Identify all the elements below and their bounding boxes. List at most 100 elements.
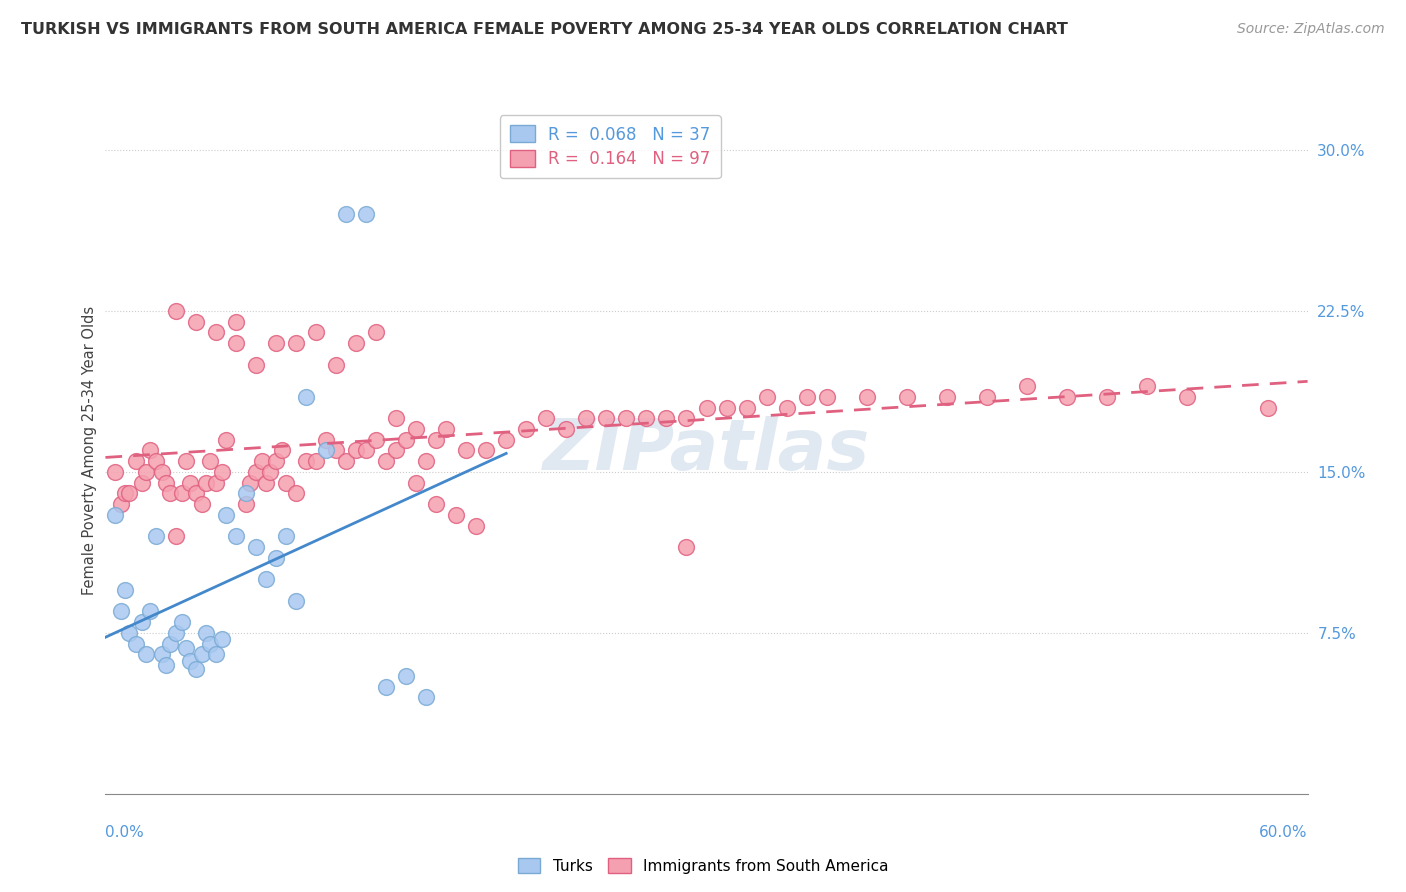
Point [159,637,181,651]
Point [415,690,437,705]
Point [135,465,157,479]
Point [284,593,307,607]
Point [235,497,257,511]
Point [204,475,226,490]
Y-axis label: Female Poverty Among 25-34 Year Olds: Female Poverty Among 25-34 Year Olds [82,306,97,595]
Point [131,475,153,490]
Point [104,465,127,479]
Point [295,454,318,468]
Point [354,443,377,458]
Point [425,497,447,511]
Point [385,411,408,425]
Point [114,486,136,500]
Point [165,626,187,640]
Point [138,443,160,458]
Point [465,518,488,533]
Point [110,604,132,618]
Point [198,454,221,468]
Text: TURKISH VS IMMIGRANTS FROM SOUTH AMERICA FEMALE POVERTY AMONG 25-34 YEAR OLDS CO: TURKISH VS IMMIGRANTS FROM SOUTH AMERICA… [21,22,1069,37]
Point [616,411,638,425]
Point [454,443,477,458]
Point [364,326,387,340]
Point [315,443,337,458]
Point [475,443,498,458]
Point [245,540,267,554]
Point [124,637,146,651]
Point [385,443,408,458]
Point [1136,379,1159,393]
Point [274,475,297,490]
Point [555,422,578,436]
Point [284,486,307,500]
Point [159,486,181,500]
Text: ZIPatlas: ZIPatlas [543,416,870,485]
Point [165,529,187,543]
Point [364,433,387,447]
Point [776,401,799,415]
Point [675,411,697,425]
Point [274,529,297,543]
Point [325,443,347,458]
Point [305,326,328,340]
Point [374,680,398,694]
Point [254,572,277,586]
Point [395,433,418,447]
Point [335,207,357,221]
Point [344,443,367,458]
Point [254,475,277,490]
Point [174,454,197,468]
Point [735,401,758,415]
Point [796,390,818,404]
Point [174,640,197,655]
Point [184,315,207,329]
Point [595,411,617,425]
Point [190,648,212,662]
Point [245,358,267,372]
Point [194,626,217,640]
Point [896,390,918,404]
Point [135,648,157,662]
Point [315,433,337,447]
Point [225,336,247,351]
Point [976,390,998,404]
Point [170,486,193,500]
Point [264,336,287,351]
Point [655,411,678,425]
Point [264,454,287,468]
Point [235,486,257,500]
Point [150,648,173,662]
Point [179,475,201,490]
Point [295,390,318,404]
Point [114,582,136,597]
Point [138,604,160,618]
Point [165,304,187,318]
Point [305,454,328,468]
Point [515,422,537,436]
Point [325,358,347,372]
Point [179,654,201,668]
Point [118,486,141,500]
Point [170,615,193,630]
Point [225,529,247,543]
Legend: R =  0.068   N = 37, R =  0.164   N = 97: R = 0.068 N = 37, R = 0.164 N = 97 [501,115,721,178]
Point [1177,390,1199,404]
Point [145,529,167,543]
Point [415,454,437,468]
Point [405,422,427,436]
Point [245,465,267,479]
Point [150,465,173,479]
Point [214,508,236,522]
Point [1056,390,1078,404]
Point [270,443,292,458]
Point [225,315,247,329]
Point [264,550,287,565]
Point [636,411,658,425]
Point [190,497,212,511]
Point [936,390,959,404]
Point [495,433,517,447]
Point [335,454,357,468]
Point [354,207,377,221]
Point [124,454,146,468]
Point [405,475,427,490]
Point [534,411,557,425]
